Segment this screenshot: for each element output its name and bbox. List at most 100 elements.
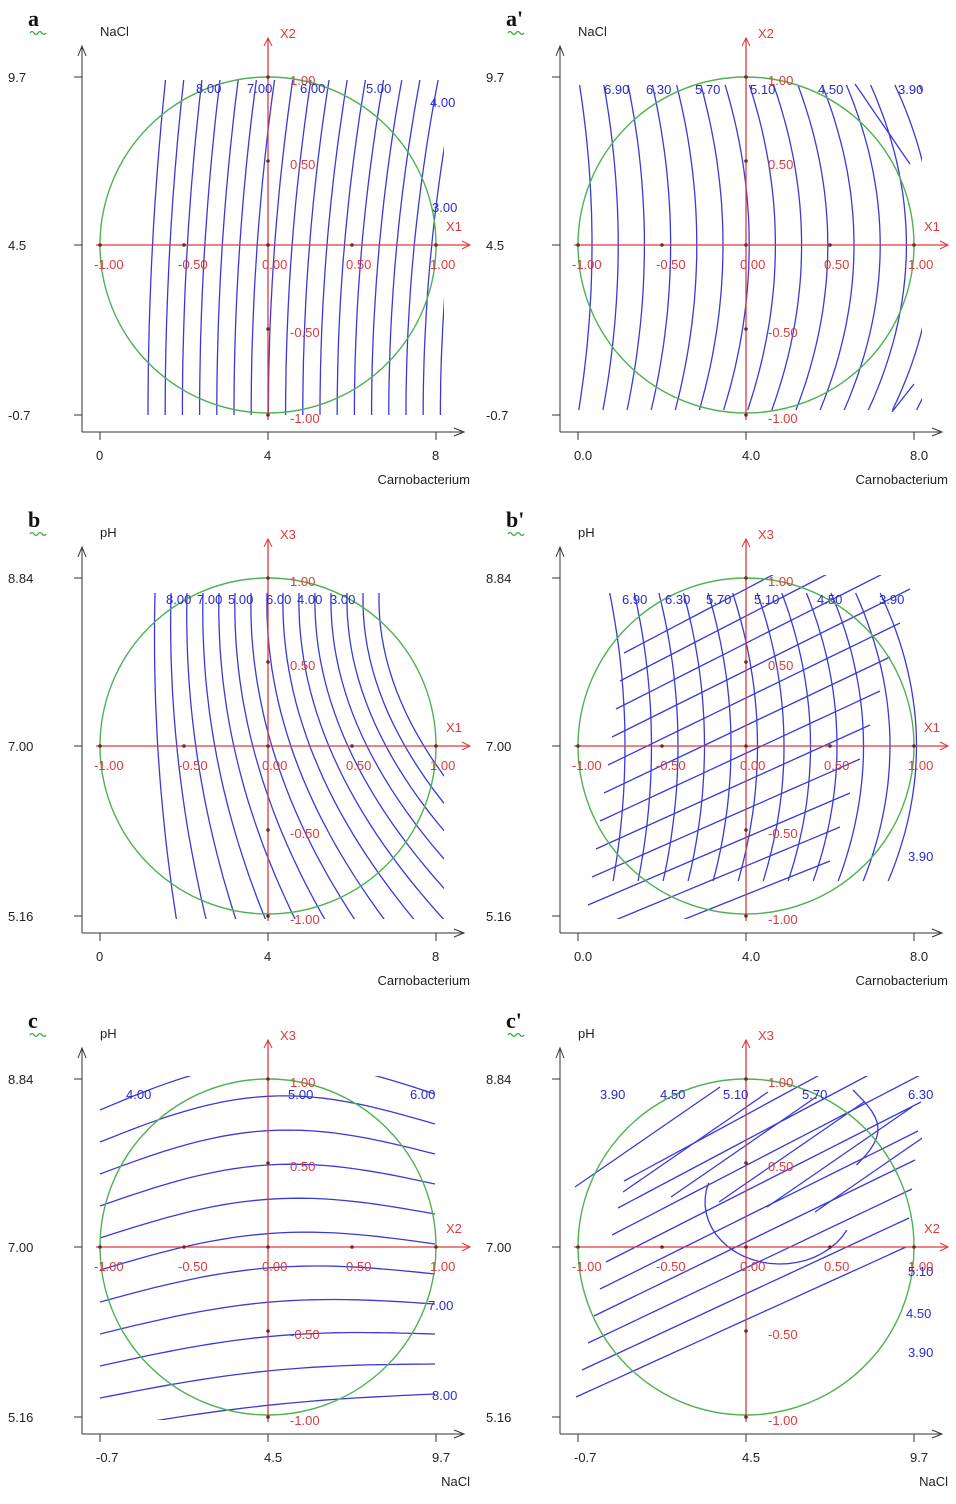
coded-tick-dot: [576, 744, 580, 748]
x-axis-arrow: [931, 427, 944, 437]
contour-panel-a: a 9.7 4.5 -0.7 0 4 8 NaCl Carnobacterium X1 X2 -1.0…: [0, 0, 478, 501]
contour-line: [602, 84, 619, 411]
coded-tick-dot: [828, 243, 832, 247]
panel-label: c: [28, 1008, 38, 1033]
coded-tick-dot: [182, 243, 186, 247]
contour-level-label: 5.70: [802, 1087, 827, 1102]
y-tick-label: 4.5: [486, 238, 504, 253]
contour-line: [198, 79, 221, 415]
coded-tick-dot: [828, 1245, 832, 1249]
y-tick-label: 9.7: [8, 70, 26, 85]
panel-label: b': [506, 507, 525, 532]
coded-tick-dot: [744, 576, 748, 580]
contour-line: [314, 592, 444, 890]
contour-level-label: 6.30: [665, 592, 690, 607]
contour-line: [718, 1101, 865, 1203]
contour-level-label: 4.00: [297, 592, 322, 607]
contour-line: [781, 592, 812, 882]
contour-lines: [578, 83, 922, 413]
contour-line: [282, 592, 415, 919]
contour-lines: [574, 1076, 922, 1398]
coded-horizontal-name: X2: [924, 1221, 940, 1236]
coded-tick-dot: [576, 1245, 580, 1249]
y-tick-label: -0.7: [8, 408, 30, 423]
coded-tick-dot: [98, 1245, 102, 1249]
coded-horizontal-tick: -1.00: [94, 758, 124, 773]
contour-line: [186, 592, 237, 919]
coded-tick-dot: [660, 744, 664, 748]
contour-plot-svg: 9.7 4.5 -0.7 0.0 4.0 8.0 NaCl Carnobacterium X1 X…: [486, 24, 950, 487]
contour-line: [603, 656, 891, 794]
contour-line: [854, 83, 911, 165]
coded-tick-dot: [182, 1245, 186, 1249]
coded-vertical-name: X2: [758, 26, 774, 41]
contour-level-label: 6.00: [410, 1087, 435, 1102]
contour-line: [707, 592, 732, 882]
contour-level-label: 7.00: [428, 1298, 453, 1313]
x-tick-label: 0: [96, 448, 103, 463]
coded-vertical-name: X2: [280, 26, 296, 41]
y-axis-label: pH: [578, 1026, 595, 1041]
contour-line: [234, 592, 326, 919]
coded-horizontal-tick: -0.50: [178, 1259, 208, 1274]
coded-vertical-tick: 1.00: [768, 574, 793, 589]
contour-line: [216, 79, 239, 415]
contour-line: [698, 84, 724, 411]
y-tick-label: 5.16: [486, 909, 511, 924]
coded-horizontal-name: X1: [924, 720, 940, 735]
contour-line: [658, 592, 679, 882]
coded-tick-dot: [912, 1245, 916, 1249]
coded-vertical-tick: -1.00: [290, 912, 320, 927]
y-tick-label: 4.5: [8, 238, 26, 253]
coded-vertical-name: X3: [758, 527, 774, 542]
contour-level-label: 5.00: [288, 1087, 313, 1102]
coded-tick-dot: [266, 1329, 270, 1333]
contour-line: [766, 1106, 913, 1208]
coded-horizontal-tick: 1.00: [430, 758, 455, 773]
x-axis-arrow: [453, 928, 466, 938]
coded-horizontal-tick: -0.50: [656, 758, 686, 773]
coded-horizontal-tick: 0.50: [346, 758, 371, 773]
contour-line: [617, 1076, 869, 1209]
coded-horizontal-tick: 0.50: [824, 257, 849, 272]
contour-line: [623, 1076, 820, 1182]
x-tick-label: 9.7: [432, 1450, 450, 1465]
label-squiggle: [507, 30, 525, 36]
contour-level-label: 4.50: [906, 1306, 931, 1321]
y-axis-label: pH: [100, 1026, 117, 1041]
contour-level-label: 4.00: [126, 1087, 151, 1102]
contour-level-label: 5.70: [695, 82, 720, 97]
y-tick-label: 9.7: [486, 70, 504, 85]
contour-line: [164, 79, 185, 415]
contour-line: [405, 79, 439, 415]
contour-line: [626, 84, 646, 411]
contour-panel-bp: b' 8.84 7.00 5.16 0.0 4.0 8.0 pH Carnobacterium X…: [478, 501, 956, 1002]
contour-line: [591, 758, 861, 878]
coded-tick-dot: [266, 159, 270, 163]
contour-plot-svg: 8.84 7.00 5.16 0.0 4.0 8.0 pH Carnobacterium X1 X…: [486, 525, 950, 988]
contour-panel-b: b 8.84 7.00 5.16 0 4 8 pH Carnobacterium X1 X3 -1.0…: [0, 501, 478, 1002]
contour-level-label: 7.00: [197, 592, 222, 607]
coded-vertical-tick: -1.00: [768, 411, 798, 426]
coded-horizontal-tick: 0.00: [740, 1259, 765, 1274]
contour-line: [623, 575, 774, 654]
coded-tick-dot: [266, 243, 270, 247]
contour-line: [599, 690, 881, 822]
contour-level-label: 5.00: [228, 592, 253, 607]
coded-horizontal-tick: -0.50: [656, 257, 686, 272]
panel-label: a: [28, 6, 39, 31]
contour-line: [169, 592, 207, 919]
coded-horizontal-tick: 0.00: [262, 758, 287, 773]
contour-panel-cp: c' 8.84 7.00 5.16 -0.7 4.5 9.7 pH NaCl X2 X3 -1.00 -…: [478, 1002, 956, 1503]
coded-horizontal-tick: 1.00: [908, 758, 933, 773]
coded-tick-dot: [434, 1245, 438, 1249]
coded-vertical-tick: 1.00: [768, 73, 793, 88]
contour-line: [388, 79, 421, 415]
coded-vertical-arrow: [263, 1038, 273, 1049]
contour-line: [867, 84, 908, 411]
panel-label: b: [28, 507, 41, 532]
contour-line: [587, 792, 851, 906]
coded-horizontal-name: X1: [924, 219, 940, 234]
contour-line: [670, 1096, 817, 1198]
y-tick-label: -0.7: [486, 408, 508, 423]
